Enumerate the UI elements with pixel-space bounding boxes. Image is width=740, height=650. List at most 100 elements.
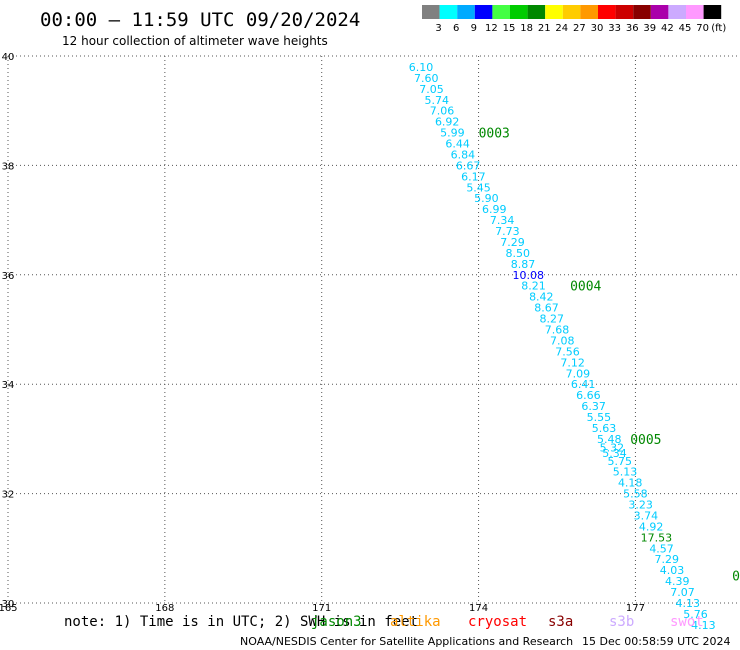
satellite-legend-item: s3a bbox=[548, 614, 573, 630]
swh-point-label: 6.67 bbox=[456, 159, 481, 172]
satellite-legend: jason3 altika cryosat s3a s3b swot bbox=[311, 614, 704, 630]
x-tick-label: 177 bbox=[626, 603, 645, 614]
legend-swatch bbox=[510, 5, 528, 19]
legend-label: 18 bbox=[520, 23, 533, 34]
footer-credit: NOAA/NESDIS Center for Satellite Applica… bbox=[240, 635, 573, 648]
y-tick-label: 34 bbox=[2, 380, 15, 391]
swh-point-label: 3.74 bbox=[634, 509, 659, 522]
legend-swatch bbox=[650, 5, 669, 19]
footer-timestamp: 15 Dec 00:58:59 UTC 2024 bbox=[582, 635, 730, 648]
swh-point-label: 6.44 bbox=[445, 138, 470, 151]
swh-point-label: 7.29 bbox=[500, 236, 525, 249]
swh-point-label: 5.74 bbox=[424, 94, 449, 107]
swh-point-label: 4.39 bbox=[665, 575, 690, 588]
satellite-legend-item: altika bbox=[390, 614, 441, 630]
legend-swatch bbox=[422, 5, 440, 19]
legend-swatch bbox=[492, 5, 510, 19]
legend-label: 15 bbox=[503, 23, 516, 34]
swh-point-label: 7.68 bbox=[545, 324, 570, 337]
swh-point-label: 6.84 bbox=[451, 148, 476, 161]
swh-point-label: 8.21 bbox=[521, 280, 546, 293]
legend-label: 24 bbox=[555, 23, 568, 34]
legend-swatch bbox=[703, 5, 722, 19]
color-legend: 3 6 9 12 15 18 21 24 27 30 33 36 39 42 45 70 (ft) bbox=[422, 5, 726, 34]
x-tick-label: 168 bbox=[155, 603, 174, 614]
legend-swatch bbox=[457, 5, 475, 19]
chart-title: 00:00 – 11:59 UTC 09/20/2024 bbox=[40, 9, 360, 31]
swh-point-label: 7.09 bbox=[566, 367, 591, 380]
swh-point-label: 8.67 bbox=[534, 302, 559, 315]
swh-point-label: 5.48 bbox=[597, 433, 622, 446]
grid-lines bbox=[7, 55, 740, 604]
swh-point-label: 7.12 bbox=[560, 356, 585, 369]
legend-label: 33 bbox=[608, 23, 621, 34]
swh-point-label: 6.10 bbox=[409, 61, 434, 74]
swh-point-label: 6.41 bbox=[571, 378, 596, 391]
legend-label: 12 bbox=[485, 23, 498, 34]
swh-point-label: 4.13 bbox=[691, 619, 716, 632]
swh-point-label: 7.56 bbox=[555, 345, 580, 358]
swh-point-label: 8.87 bbox=[511, 258, 536, 271]
swh-point-label: 7.73 bbox=[495, 225, 520, 238]
x-tick-label: 165 bbox=[0, 603, 18, 614]
satellite-legend-item: s3b bbox=[609, 614, 634, 630]
swh-point-label: 8.42 bbox=[529, 291, 554, 304]
legend-label: 9 bbox=[471, 23, 477, 34]
legend-label: 36 bbox=[626, 23, 639, 34]
y-tick-label: 30 bbox=[2, 599, 15, 610]
swh-point-label: 5.55 bbox=[587, 411, 612, 424]
legend-swatch bbox=[686, 5, 704, 19]
swh-point-label: 4.03 bbox=[660, 564, 685, 577]
pass-label: 0003 bbox=[479, 127, 510, 142]
legend-label: 21 bbox=[538, 23, 551, 34]
legend-swatch bbox=[615, 5, 634, 19]
swh-point-label: 6.37 bbox=[581, 400, 606, 413]
swh-point-label: 5.34 bbox=[602, 447, 627, 460]
swh-point-label: 5.58 bbox=[623, 488, 648, 501]
y-axis-ticks: 30 32 34 36 38 40 bbox=[2, 52, 15, 610]
swh-points: 6.107.607.055.747.066.925.996.446.846.67… bbox=[409, 61, 716, 632]
legend-label: 39 bbox=[643, 23, 656, 34]
legend-label: 30 bbox=[591, 23, 604, 34]
swh-point-label: 7.29 bbox=[655, 553, 680, 566]
legend-label: 3 bbox=[435, 23, 441, 34]
legend-label: 70 bbox=[696, 23, 709, 34]
swh-point-label: 3.23 bbox=[628, 499, 653, 512]
swh-point-label: 7.07 bbox=[670, 586, 695, 599]
y-tick-label: 40 bbox=[2, 52, 15, 63]
x-tick-label: 171 bbox=[312, 603, 331, 614]
x-axis-ticks: 165 168 171 174 177 bbox=[0, 603, 645, 614]
y-tick-label: 38 bbox=[2, 161, 15, 172]
pass-label: 0005 bbox=[630, 433, 661, 448]
swh-point-label: 5.75 bbox=[607, 455, 632, 468]
legend-label: 45 bbox=[679, 23, 692, 34]
pass-label: 0(X bbox=[732, 570, 740, 585]
legend-swatch bbox=[527, 5, 546, 19]
legend-label: 42 bbox=[661, 23, 674, 34]
satellite-legend-item: jason3 bbox=[311, 614, 362, 630]
legend-swatch bbox=[580, 5, 598, 19]
satellite-legend-item: cryosat bbox=[468, 614, 527, 630]
swh-point-label: 17.53 bbox=[641, 531, 673, 544]
swh-point-label: 6.99 bbox=[482, 203, 507, 216]
swh-point-label: 5.99 bbox=[440, 127, 465, 140]
legend-swatch bbox=[598, 5, 616, 19]
swh-point-label: 4.13 bbox=[675, 597, 700, 610]
swh-point-label: 5.13 bbox=[613, 466, 638, 479]
legend-label: 27 bbox=[573, 23, 586, 34]
swh-point-label: 5.90 bbox=[474, 192, 499, 205]
x-tick-label: 174 bbox=[469, 603, 488, 614]
swh-point-label: 4.92 bbox=[639, 520, 664, 533]
swh-point-label: 5.63 bbox=[592, 422, 617, 435]
swh-point-label: 6.92 bbox=[435, 116, 460, 129]
swh-point-label: 5.45 bbox=[466, 181, 491, 194]
swh-point-label: 6.66 bbox=[576, 389, 601, 402]
pass-label: 0004 bbox=[570, 280, 601, 295]
note-text: note: 1) Time is in UTC; 2) SWH is in fe… bbox=[64, 614, 418, 630]
swh-point-label: 8.50 bbox=[506, 247, 531, 260]
chart-subtitle: 12 hour collection of altimeter wave hei… bbox=[62, 34, 328, 48]
legend-unit: (ft) bbox=[711, 23, 726, 34]
swh-point-label: 7.08 bbox=[550, 334, 575, 347]
